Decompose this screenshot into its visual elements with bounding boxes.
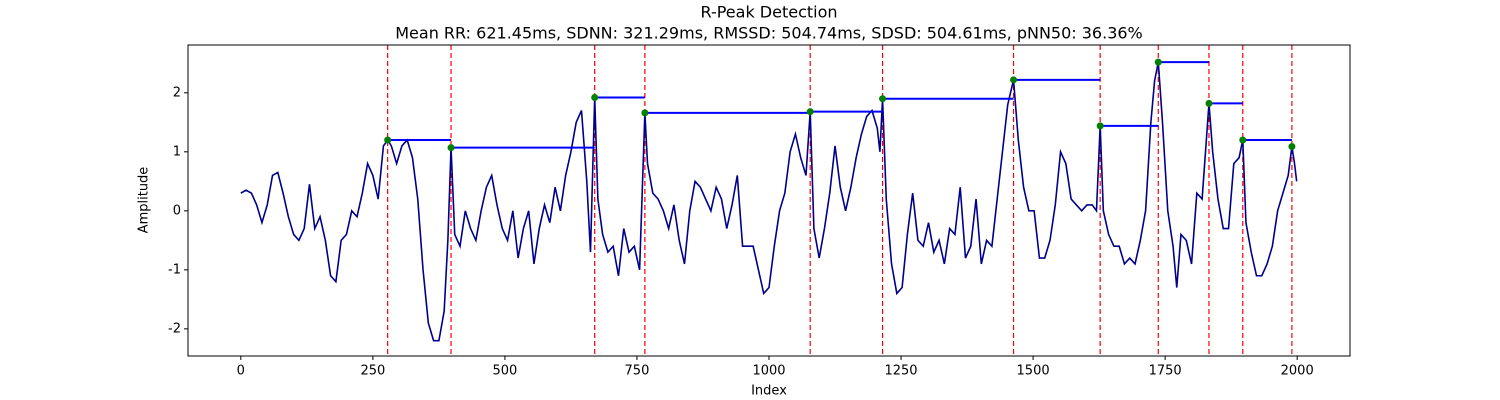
y-tick-label: 1	[173, 144, 181, 159]
x-tick-label: 250	[360, 364, 385, 379]
peak-marker	[1239, 136, 1247, 144]
y-tick-label: -2	[168, 321, 181, 336]
x-tick-label: 1000	[752, 364, 785, 379]
chart-subtitle: Mean RR: 621.45ms, SDNN: 321.29ms, RMSSD…	[395, 24, 1143, 43]
x-tick-label: 500	[492, 364, 517, 379]
y-axis-label: Amplitude	[137, 167, 152, 234]
signal-line	[240, 61, 1298, 342]
peak-marker	[1205, 99, 1213, 107]
x-tick-label: 1500	[1017, 364, 1050, 379]
peak-marker	[879, 95, 887, 103]
peak-marker	[591, 94, 599, 102]
y-tick-label: 0	[173, 203, 181, 218]
peak-marker	[1010, 76, 1018, 84]
x-axis-label: Index	[751, 384, 787, 399]
peak-marker	[1096, 122, 1104, 130]
x-tick-label: 1250	[884, 364, 917, 379]
peak-marker	[1154, 58, 1162, 66]
peak-marker	[641, 109, 649, 117]
chart-title: R-Peak Detection	[700, 3, 837, 22]
plot-frame	[187, 44, 1351, 357]
peak-marker	[384, 136, 392, 144]
x-tick-label: 1750	[1149, 364, 1182, 379]
y-tick-label: -1	[168, 262, 181, 277]
x-tick-label: 2000	[1281, 364, 1314, 379]
x-tick-label: 750	[625, 364, 650, 379]
peak-marker	[806, 108, 814, 116]
peak-marker	[447, 144, 455, 152]
x-tick-label: 0	[237, 364, 245, 379]
y-tick-label: 2	[173, 85, 181, 100]
peak-marker	[1288, 143, 1296, 151]
